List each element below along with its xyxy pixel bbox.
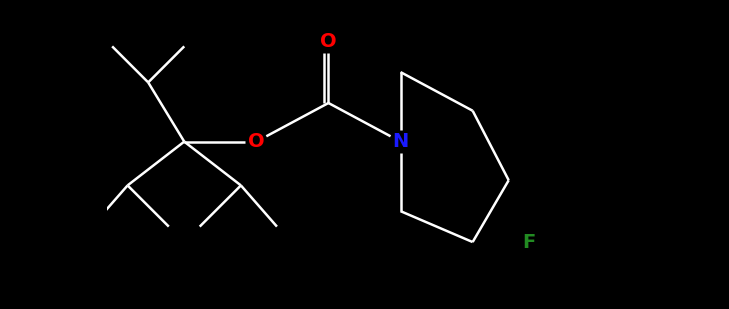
Text: O: O bbox=[320, 32, 337, 51]
Text: O: O bbox=[248, 132, 265, 151]
Text: N: N bbox=[392, 132, 409, 151]
Text: F: F bbox=[523, 233, 536, 252]
